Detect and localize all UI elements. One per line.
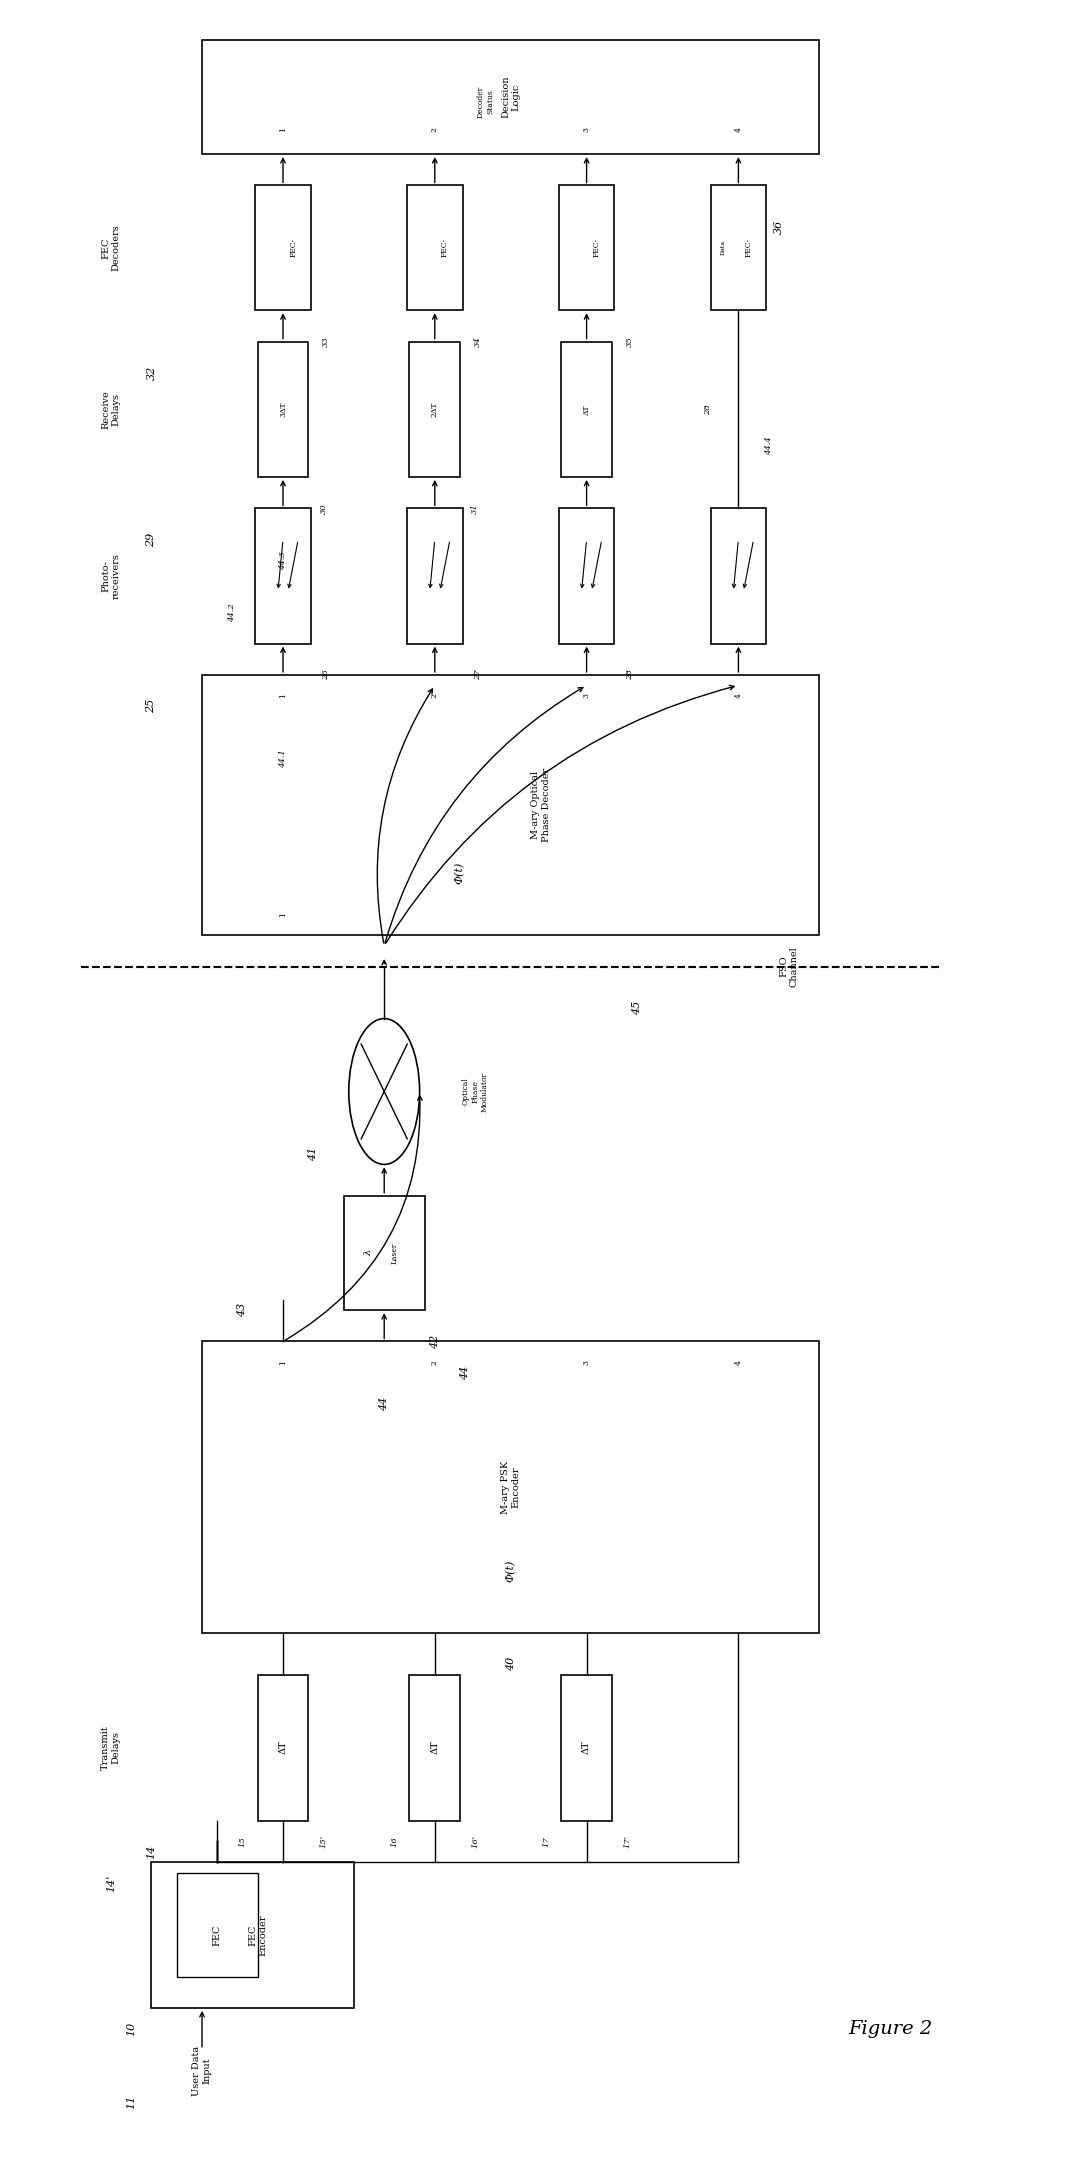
Text: 27: 27: [474, 670, 481, 681]
Text: 14': 14': [106, 1875, 116, 1893]
Text: Data: Data: [720, 240, 726, 255]
Text: λ: λ: [364, 1251, 373, 1255]
Text: M-ary PSK
Encoder: M-ary PSK Encoder: [501, 1460, 520, 1513]
Bar: [711, 186, 766, 310]
Text: FSO
Channel: FSO Channel: [779, 945, 799, 987]
Text: 10: 10: [126, 2021, 136, 2037]
Text: 3: 3: [582, 127, 591, 131]
Text: Φ(t): Φ(t): [455, 862, 465, 884]
Bar: [559, 509, 614, 644]
Bar: [407, 509, 463, 644]
Text: Decoder
Status: Decoder Status: [477, 85, 494, 118]
Text: ΔT: ΔT: [279, 1740, 287, 1755]
Text: 1: 1: [279, 912, 287, 917]
Text: 28: 28: [704, 404, 712, 415]
Text: FEC-: FEC-: [289, 238, 297, 258]
Bar: [344, 1196, 425, 1310]
Text: Transmit
Delays: Transmit Delays: [101, 1725, 121, 1770]
Text: 44.3: 44.3: [279, 550, 287, 570]
Text: 44.1: 44.1: [279, 749, 287, 768]
Bar: [562, 341, 612, 478]
Bar: [257, 1674, 309, 1821]
Text: FEC-: FEC-: [745, 238, 753, 258]
Text: ΔT: ΔT: [430, 1740, 440, 1755]
Bar: [562, 1674, 612, 1821]
Text: 29: 29: [147, 533, 157, 546]
Text: 34: 34: [474, 336, 481, 347]
Text: 31: 31: [472, 502, 479, 513]
Text: 41: 41: [309, 1146, 318, 1161]
Text: 1: 1: [279, 127, 287, 131]
Text: FEC-: FEC-: [441, 238, 449, 258]
Text: 25: 25: [147, 699, 157, 714]
Text: 4: 4: [734, 1360, 743, 1364]
Text: FEC-: FEC-: [593, 238, 600, 258]
Text: ΔT: ΔT: [582, 1740, 591, 1755]
Text: Photo-
receivers: Photo- receivers: [101, 552, 121, 598]
Text: 4: 4: [734, 694, 743, 699]
Text: Receive
Delays: Receive Delays: [101, 391, 121, 428]
Text: ΔT: ΔT: [582, 404, 591, 415]
Text: 14: 14: [147, 1845, 157, 1860]
Bar: [202, 675, 819, 934]
Text: 45: 45: [632, 1002, 642, 1015]
Text: Optical
Phase
Modulator: Optical Phase Modulator: [462, 1072, 489, 1111]
Text: 15': 15': [319, 1836, 327, 1847]
Text: 42: 42: [430, 1334, 440, 1349]
Text: 1: 1: [279, 694, 287, 699]
Text: 2ΔT: 2ΔT: [431, 402, 438, 417]
Text: 32: 32: [147, 367, 157, 380]
Text: FEC: FEC: [212, 1925, 222, 1945]
Text: 1: 1: [279, 1360, 287, 1364]
Text: 3ΔT: 3ΔT: [279, 402, 287, 417]
Bar: [255, 509, 311, 644]
Bar: [202, 39, 819, 155]
Text: M-ary Optical
Phase Decoder: M-ary Optical Phase Decoder: [532, 768, 551, 843]
Text: FEC
Encoder: FEC Encoder: [248, 1914, 267, 1956]
Text: 15: 15: [238, 1836, 247, 1847]
Text: 26: 26: [322, 670, 330, 681]
Text: 43: 43: [238, 1303, 248, 1316]
Text: 17': 17': [623, 1836, 631, 1847]
Ellipse shape: [348, 1019, 419, 1164]
Text: Φ(t): Φ(t): [506, 1559, 516, 1583]
Bar: [151, 1862, 354, 2008]
Text: 44.4: 44.4: [764, 437, 773, 454]
Text: 2: 2: [431, 127, 438, 131]
Text: 17: 17: [542, 1836, 550, 1847]
Text: 3: 3: [582, 694, 591, 699]
Text: 44.2: 44.2: [228, 603, 237, 622]
Text: 33: 33: [322, 336, 330, 347]
Text: 16: 16: [390, 1836, 399, 1847]
Text: Figure 2: Figure 2: [848, 2019, 933, 2039]
Text: Laser: Laser: [390, 1242, 399, 1264]
Bar: [407, 186, 463, 310]
Text: 30: 30: [319, 502, 327, 513]
Text: 4: 4: [734, 127, 743, 131]
Bar: [177, 1873, 257, 1978]
Text: 2: 2: [431, 694, 438, 699]
Text: 2: 2: [431, 1360, 438, 1364]
Bar: [410, 1674, 460, 1821]
Text: User Data
Input: User Data Input: [192, 2045, 212, 2096]
Bar: [711, 509, 766, 644]
Bar: [410, 341, 460, 478]
Text: Decision
Logic: Decision Logic: [501, 76, 520, 118]
Text: 36: 36: [774, 220, 784, 234]
Bar: [202, 1343, 819, 1633]
Text: 44: 44: [379, 1397, 389, 1410]
Text: 16': 16': [472, 1836, 479, 1847]
Text: FEC
Decoders: FEC Decoders: [101, 225, 121, 271]
Text: 3: 3: [582, 1360, 591, 1364]
Text: 44: 44: [460, 1367, 471, 1380]
Text: 40: 40: [506, 1657, 516, 1672]
Bar: [559, 186, 614, 310]
Text: 11: 11: [126, 2096, 136, 2109]
Text: 35: 35: [626, 336, 634, 347]
Bar: [255, 186, 311, 310]
Text: 28: 28: [626, 670, 634, 681]
Bar: [257, 341, 309, 478]
